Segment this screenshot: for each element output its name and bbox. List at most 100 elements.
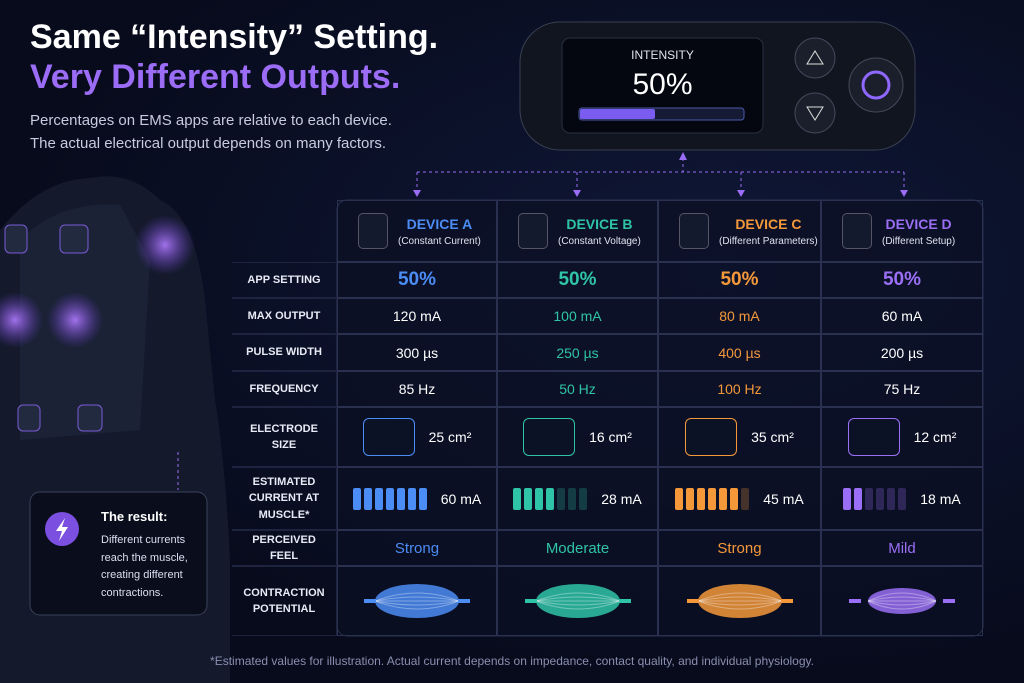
muscle-fiber — [867, 592, 937, 602]
muscle-fiber — [697, 592, 782, 602]
table-cell: 100 mA — [497, 298, 658, 334]
row-label: PULSE WIDTH — [232, 334, 337, 371]
icon — [806, 50, 824, 65]
table-cell: 300 µs — [337, 334, 497, 371]
muscle — [364, 584, 470, 618]
device-icon — [842, 213, 872, 249]
table-cell: 45 mA — [658, 467, 821, 530]
cell-value: 250 µs — [556, 344, 599, 361]
table-cell: 50% — [497, 262, 658, 298]
cell-value: 45 mA — [763, 490, 804, 507]
arrowheads — [413, 152, 908, 197]
cell-value: 25 cm² — [428, 429, 472, 445]
subtitle: Percentages on EMS apps are relative to … — [30, 112, 392, 129]
device-name: DEVICE A — [406, 215, 473, 232]
muscle-fiber — [867, 600, 937, 610]
table-cell: 85 Hz — [337, 371, 497, 407]
muscle-shape — [697, 584, 782, 618]
level-bar — [418, 487, 427, 510]
level-bar — [865, 487, 874, 510]
row-label: CONTRACTION POTENTIAL — [232, 566, 337, 636]
level-bars — [513, 487, 588, 510]
level-bars — [352, 487, 427, 510]
row-label: PERCEIVED FEEL — [232, 530, 337, 566]
muscle-fiber — [867, 600, 937, 606]
cell-value: 100 Hz — [717, 381, 762, 397]
device-note: (Different Setup) — [882, 235, 956, 247]
header-text: DEVICE C (Different Parameters) — [719, 216, 818, 247]
muscle-fiber — [697, 596, 782, 602]
row-label: MAX OUTPUT — [232, 298, 337, 334]
muscle-fiber — [374, 600, 460, 610]
button-up — [794, 37, 836, 79]
cell-value: 50% — [882, 269, 922, 290]
connectors — [416, 158, 905, 192]
column-header: DEVICE D (Different Setup) — [821, 200, 983, 262]
electrode-pad — [77, 404, 103, 432]
table-cell: 100 Hz — [658, 371, 821, 407]
muscle — [849, 588, 955, 614]
level-bar — [535, 487, 544, 510]
table-cell — [821, 566, 983, 636]
table-cell: 50 Hz — [497, 371, 658, 407]
subtitle: The actual electrical output depends on … — [30, 135, 387, 152]
cell-value: 120 mA — [392, 308, 442, 324]
row-label: FREQUENCY — [232, 371, 337, 407]
table-cell: 80 mA — [658, 298, 821, 334]
cell-value: 35 cm² — [751, 429, 794, 445]
table-cell: 250 µs — [497, 334, 658, 371]
muscle-fiber — [697, 600, 782, 610]
electrode-pad — [4, 224, 28, 254]
device-icon — [679, 213, 709, 249]
glow — [0, 292, 43, 348]
level-bar — [579, 487, 588, 510]
table-cell — [337, 566, 497, 636]
result-text: Different currents reach the muscle, cre… — [101, 534, 188, 599]
device-label: INTENSITY — [631, 48, 694, 62]
button-down — [794, 92, 836, 134]
table-cell: 60 mA — [821, 298, 983, 334]
electrode-swatch — [847, 418, 900, 456]
level-bar — [385, 487, 394, 510]
table-cell: 28 mA — [497, 467, 658, 530]
cell-value: 80 mA — [719, 308, 760, 324]
electrode-swatch — [685, 418, 738, 456]
electrode-pad — [59, 224, 89, 254]
electrode-pad — [17, 404, 41, 432]
cell-value: 16 cm² — [589, 429, 632, 445]
device-name: DEVICE B — [566, 215, 633, 232]
level-bar — [697, 487, 706, 510]
level-bar — [730, 487, 739, 510]
device-name: DEVICE D — [885, 215, 952, 232]
device-icon — [518, 213, 548, 249]
bolt — [56, 518, 68, 541]
cell-value: 75 Hz — [883, 381, 921, 397]
level-bar — [741, 487, 750, 510]
header-text: DEVICE D (Different Setup) — [882, 216, 955, 247]
level-bar — [568, 487, 577, 510]
level-bar — [524, 487, 533, 510]
row-label: ELECTRODE SIZE — [232, 407, 337, 467]
result-title: The result: — [101, 509, 168, 524]
level-bar — [513, 487, 522, 510]
button-main — [848, 57, 904, 113]
cell-value: 50% — [397, 269, 437, 290]
footnote: *Estimated values for illustration. Actu… — [210, 654, 814, 668]
cell-value: 18 mA — [920, 490, 961, 507]
device-note: (Constant Voltage) — [558, 235, 641, 247]
device-note: (Constant Current) — [398, 235, 481, 247]
cell-value: 60 mA — [440, 490, 482, 507]
table-cell — [658, 566, 821, 636]
cell-value: 50 Hz — [559, 381, 596, 397]
cell-value: 400 µs — [718, 344, 761, 361]
icon — [806, 106, 824, 121]
table-cell: 60 mA — [337, 467, 497, 530]
muscle-fiber — [535, 592, 620, 602]
table-cell: 50% — [821, 262, 983, 298]
table-cell: 120 mA — [337, 298, 497, 334]
cell-value: Strong — [394, 539, 440, 557]
table-cell: Mild — [821, 530, 983, 566]
level-bar — [876, 487, 885, 510]
level-bar — [887, 487, 896, 510]
